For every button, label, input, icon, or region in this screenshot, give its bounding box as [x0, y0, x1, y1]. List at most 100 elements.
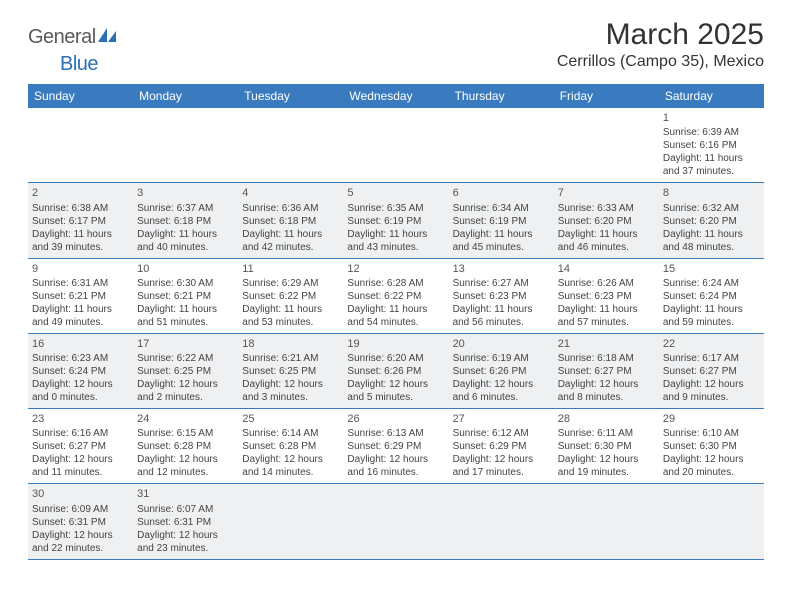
day-daylight2: and 5 minutes.	[347, 391, 444, 404]
day-sunrise: Sunrise: 6:30 AM	[137, 277, 234, 290]
day-sunset: Sunset: 6:26 PM	[347, 365, 444, 378]
day-daylight1: Daylight: 11 hours	[663, 152, 760, 165]
day-cell: 9Sunrise: 6:31 AMSunset: 6:21 PMDaylight…	[28, 259, 133, 333]
day-sunrise: Sunrise: 6:09 AM	[32, 503, 129, 516]
day-daylight2: and 22 minutes.	[32, 542, 129, 555]
day-sunset: Sunset: 6:20 PM	[663, 215, 760, 228]
weekday-sat: Saturday	[659, 84, 764, 108]
day-sunset: Sunset: 6:16 PM	[663, 139, 760, 152]
day-sunrise: Sunrise: 6:19 AM	[453, 352, 550, 365]
day-cell	[554, 484, 659, 558]
day-daylight2: and 49 minutes.	[32, 316, 129, 329]
day-cell: 23Sunrise: 6:16 AMSunset: 6:27 PMDayligh…	[28, 409, 133, 483]
day-daylight2: and 0 minutes.	[32, 391, 129, 404]
day-sunrise: Sunrise: 6:21 AM	[242, 352, 339, 365]
day-sunset: Sunset: 6:22 PM	[347, 290, 444, 303]
day-cell	[343, 484, 448, 558]
day-cell: 30Sunrise: 6:09 AMSunset: 6:31 PMDayligh…	[28, 484, 133, 558]
day-daylight2: and 57 minutes.	[558, 316, 655, 329]
day-daylight1: Daylight: 12 hours	[453, 453, 550, 466]
day-number: 3	[137, 186, 234, 200]
day-cell: 10Sunrise: 6:30 AMSunset: 6:21 PMDayligh…	[133, 259, 238, 333]
day-number: 27	[453, 412, 550, 426]
day-daylight1: Daylight: 11 hours	[347, 228, 444, 241]
day-number: 10	[137, 262, 234, 276]
day-sunrise: Sunrise: 6:35 AM	[347, 202, 444, 215]
day-cell: 25Sunrise: 6:14 AMSunset: 6:28 PMDayligh…	[238, 409, 343, 483]
day-daylight2: and 12 minutes.	[137, 466, 234, 479]
weekday-wed: Wednesday	[343, 84, 448, 108]
day-daylight1: Daylight: 11 hours	[32, 228, 129, 241]
day-sunrise: Sunrise: 6:13 AM	[347, 427, 444, 440]
day-daylight2: and 6 minutes.	[453, 391, 550, 404]
day-number: 22	[663, 337, 760, 351]
day-cell: 22Sunrise: 6:17 AMSunset: 6:27 PMDayligh…	[659, 334, 764, 408]
day-daylight2: and 19 minutes.	[558, 466, 655, 479]
day-daylight1: Daylight: 11 hours	[32, 303, 129, 316]
day-sunset: Sunset: 6:23 PM	[558, 290, 655, 303]
day-cell: 15Sunrise: 6:24 AMSunset: 6:24 PMDayligh…	[659, 259, 764, 333]
day-sunset: Sunset: 6:22 PM	[242, 290, 339, 303]
calendar: Sunday Monday Tuesday Wednesday Thursday…	[28, 84, 764, 560]
day-daylight1: Daylight: 11 hours	[558, 303, 655, 316]
day-number: 19	[347, 337, 444, 351]
day-number: 2	[32, 186, 129, 200]
day-daylight2: and 9 minutes.	[663, 391, 760, 404]
day-cell: 16Sunrise: 6:23 AMSunset: 6:24 PMDayligh…	[28, 334, 133, 408]
day-sunset: Sunset: 6:30 PM	[663, 440, 760, 453]
day-sunset: Sunset: 6:17 PM	[32, 215, 129, 228]
logo: General	[28, 26, 120, 49]
day-daylight2: and 46 minutes.	[558, 241, 655, 254]
day-daylight1: Daylight: 12 hours	[32, 453, 129, 466]
day-sunrise: Sunrise: 6:14 AM	[242, 427, 339, 440]
day-number: 7	[558, 186, 655, 200]
day-sunset: Sunset: 6:30 PM	[558, 440, 655, 453]
weekday-sun: Sunday	[28, 84, 133, 108]
day-cell	[343, 108, 448, 182]
day-daylight2: and 20 minutes.	[663, 466, 760, 479]
week-row: 1Sunrise: 6:39 AMSunset: 6:16 PMDaylight…	[28, 108, 764, 183]
day-sunset: Sunset: 6:27 PM	[663, 365, 760, 378]
day-number: 26	[347, 412, 444, 426]
day-sunrise: Sunrise: 6:39 AM	[663, 126, 760, 139]
day-cell	[554, 108, 659, 182]
day-sunrise: Sunrise: 6:38 AM	[32, 202, 129, 215]
day-daylight1: Daylight: 12 hours	[663, 453, 760, 466]
day-number: 28	[558, 412, 655, 426]
day-cell: 24Sunrise: 6:15 AMSunset: 6:28 PMDayligh…	[133, 409, 238, 483]
day-sunset: Sunset: 6:31 PM	[137, 516, 234, 529]
day-daylight1: Daylight: 11 hours	[137, 303, 234, 316]
day-number: 31	[137, 487, 234, 501]
weekday-row: Sunday Monday Tuesday Wednesday Thursday…	[28, 84, 764, 108]
day-sunset: Sunset: 6:27 PM	[558, 365, 655, 378]
day-cell: 5Sunrise: 6:35 AMSunset: 6:19 PMDaylight…	[343, 183, 448, 257]
day-number: 8	[663, 186, 760, 200]
day-sunset: Sunset: 6:25 PM	[242, 365, 339, 378]
day-daylight2: and 39 minutes.	[32, 241, 129, 254]
weekday-fri: Friday	[554, 84, 659, 108]
day-cell: 18Sunrise: 6:21 AMSunset: 6:25 PMDayligh…	[238, 334, 343, 408]
location: Cerrillos (Campo 35), Mexico	[557, 53, 764, 71]
day-sunset: Sunset: 6:31 PM	[32, 516, 129, 529]
day-cell: 31Sunrise: 6:07 AMSunset: 6:31 PMDayligh…	[133, 484, 238, 558]
day-sunrise: Sunrise: 6:23 AM	[32, 352, 129, 365]
day-sunset: Sunset: 6:21 PM	[137, 290, 234, 303]
day-daylight1: Daylight: 11 hours	[453, 303, 550, 316]
day-number: 20	[453, 337, 550, 351]
day-sunset: Sunset: 6:19 PM	[453, 215, 550, 228]
day-sunset: Sunset: 6:25 PM	[137, 365, 234, 378]
day-daylight1: Daylight: 12 hours	[32, 378, 129, 391]
weeks-container: 1Sunrise: 6:39 AMSunset: 6:16 PMDaylight…	[28, 108, 764, 560]
day-sunset: Sunset: 6:19 PM	[347, 215, 444, 228]
day-sunrise: Sunrise: 6:12 AM	[453, 427, 550, 440]
day-daylight2: and 37 minutes.	[663, 165, 760, 178]
day-cell: 11Sunrise: 6:29 AMSunset: 6:22 PMDayligh…	[238, 259, 343, 333]
day-cell: 7Sunrise: 6:33 AMSunset: 6:20 PMDaylight…	[554, 183, 659, 257]
day-cell	[449, 108, 554, 182]
day-daylight2: and 51 minutes.	[137, 316, 234, 329]
day-number: 6	[453, 186, 550, 200]
day-number: 9	[32, 262, 129, 276]
day-cell: 4Sunrise: 6:36 AMSunset: 6:18 PMDaylight…	[238, 183, 343, 257]
day-daylight1: Daylight: 12 hours	[347, 453, 444, 466]
day-daylight1: Daylight: 12 hours	[137, 378, 234, 391]
